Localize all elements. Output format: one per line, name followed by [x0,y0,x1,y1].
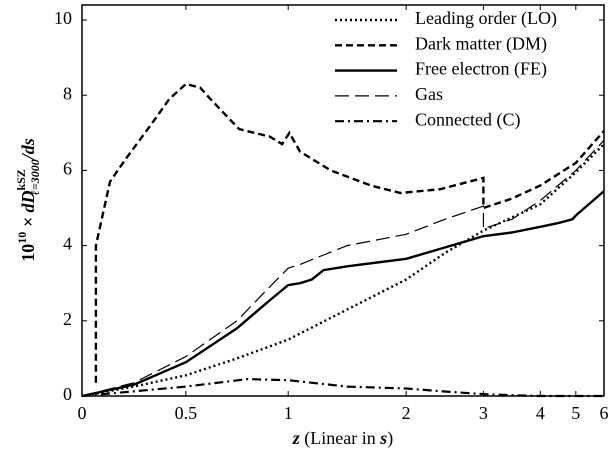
legend-label: Gas [415,84,443,104]
x-tick-label: 2 [402,403,411,423]
legend-label: Connected (C) [415,109,520,130]
legend-label: Leading order (LO) [415,8,557,29]
ylabel-part: 10 [15,232,29,244]
ylabel-part: kSZ [14,169,28,190]
x-tick-label: 0.5 [175,403,198,423]
series-line [81,139,605,397]
x-tick-label: 4 [536,403,545,423]
series-line [81,377,604,398]
x-axis-label: z (Linear in s) [292,428,394,449]
y-axis-label: 1010 × dDkSZℓ=3000/ds [14,138,42,262]
ylabel-part: ℓ=3000 [28,159,42,195]
xlabel-part: ) [387,428,393,449]
xlabel-part: s [379,428,387,448]
y-tick-label: 10 [54,8,72,28]
xlabel-part: z [292,428,300,448]
ylabel-part: × dD [18,191,38,232]
x-tick-label: 1 [284,403,293,423]
series-line [81,143,605,398]
series-line [94,82,605,383]
legend-label: Free electron (FE) [415,59,547,80]
ylabel-part: 10 [18,244,38,262]
x-tick-label: 6 [600,403,609,423]
y-tick-label: 0 [63,384,72,404]
xlabel-part: (Linear in [300,428,380,449]
plot-frame [81,4,605,397]
series-line [81,190,605,398]
y-tick-label: 8 [63,83,72,103]
y-tick-label: 2 [63,309,72,329]
x-tick-label: 5 [571,403,580,423]
x-tick-label: 0 [78,403,87,423]
y-tick-label: 6 [63,159,72,179]
x-tick-label: 3 [479,403,488,423]
ylabel-part: /ds [18,138,38,161]
y-tick-label: 4 [63,234,72,254]
legend-label: Dark matter (DM) [415,33,547,54]
